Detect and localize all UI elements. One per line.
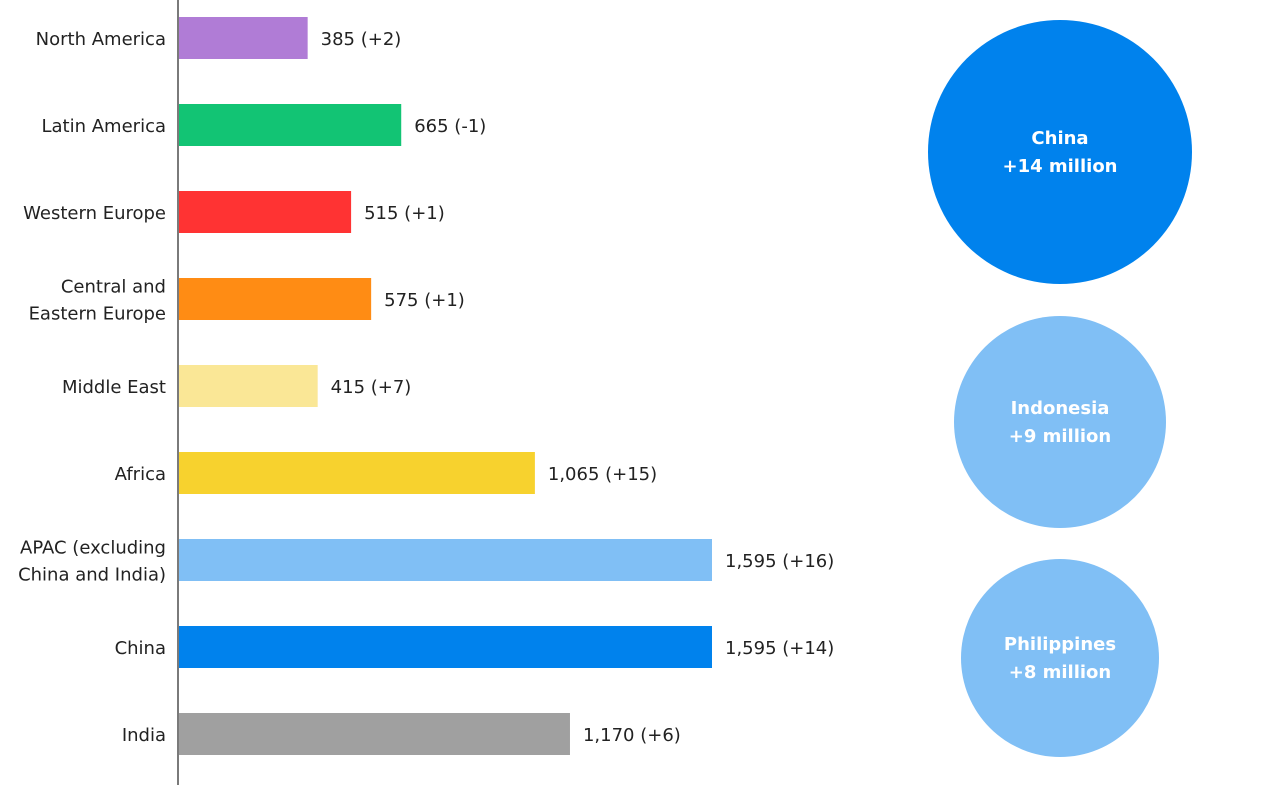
bar: [179, 191, 352, 233]
category-label: Central and: [61, 277, 166, 298]
bubble-label: +14 million: [1002, 156, 1117, 177]
category-label: Latin America: [42, 116, 167, 137]
bubble-name: Philippines: [1004, 634, 1116, 655]
bar: [179, 17, 308, 59]
bubble-label: +9 million: [1009, 426, 1112, 447]
bubble-label: +8 million: [1009, 662, 1112, 683]
bubble-name: China: [1031, 128, 1088, 149]
value-label: 1,065 (+15): [548, 464, 657, 485]
bar: [179, 626, 712, 668]
category-label: China and India): [18, 565, 166, 586]
category-label: India: [122, 725, 166, 746]
value-label: 385 (+2): [321, 29, 402, 50]
value-label: 575 (+1): [384, 290, 465, 311]
category-label: Middle East: [62, 377, 166, 398]
bubble-name: Indonesia: [1011, 398, 1110, 419]
bubble: [961, 559, 1159, 757]
bar: [179, 278, 372, 320]
category-label: APAC (excluding: [20, 538, 166, 559]
category-label: Eastern Europe: [29, 304, 166, 325]
value-label: 1,595 (+16): [725, 551, 834, 572]
bar: [179, 104, 402, 146]
category-label: Africa: [115, 464, 166, 485]
value-label: 415 (+7): [331, 377, 412, 398]
bubble: [928, 20, 1192, 284]
bar: [179, 539, 712, 581]
bubble: [954, 316, 1166, 528]
category-label: North America: [36, 29, 166, 50]
category-label: China: [115, 638, 166, 659]
bar: [179, 713, 570, 755]
category-label: Western Europe: [23, 203, 166, 224]
bar: [179, 452, 535, 494]
value-label: 515 (+1): [364, 203, 445, 224]
value-label: 665 (-1): [414, 116, 486, 137]
value-label: 1,170 (+6): [583, 725, 681, 746]
value-label: 1,595 (+14): [725, 638, 834, 659]
bar: [179, 365, 318, 407]
